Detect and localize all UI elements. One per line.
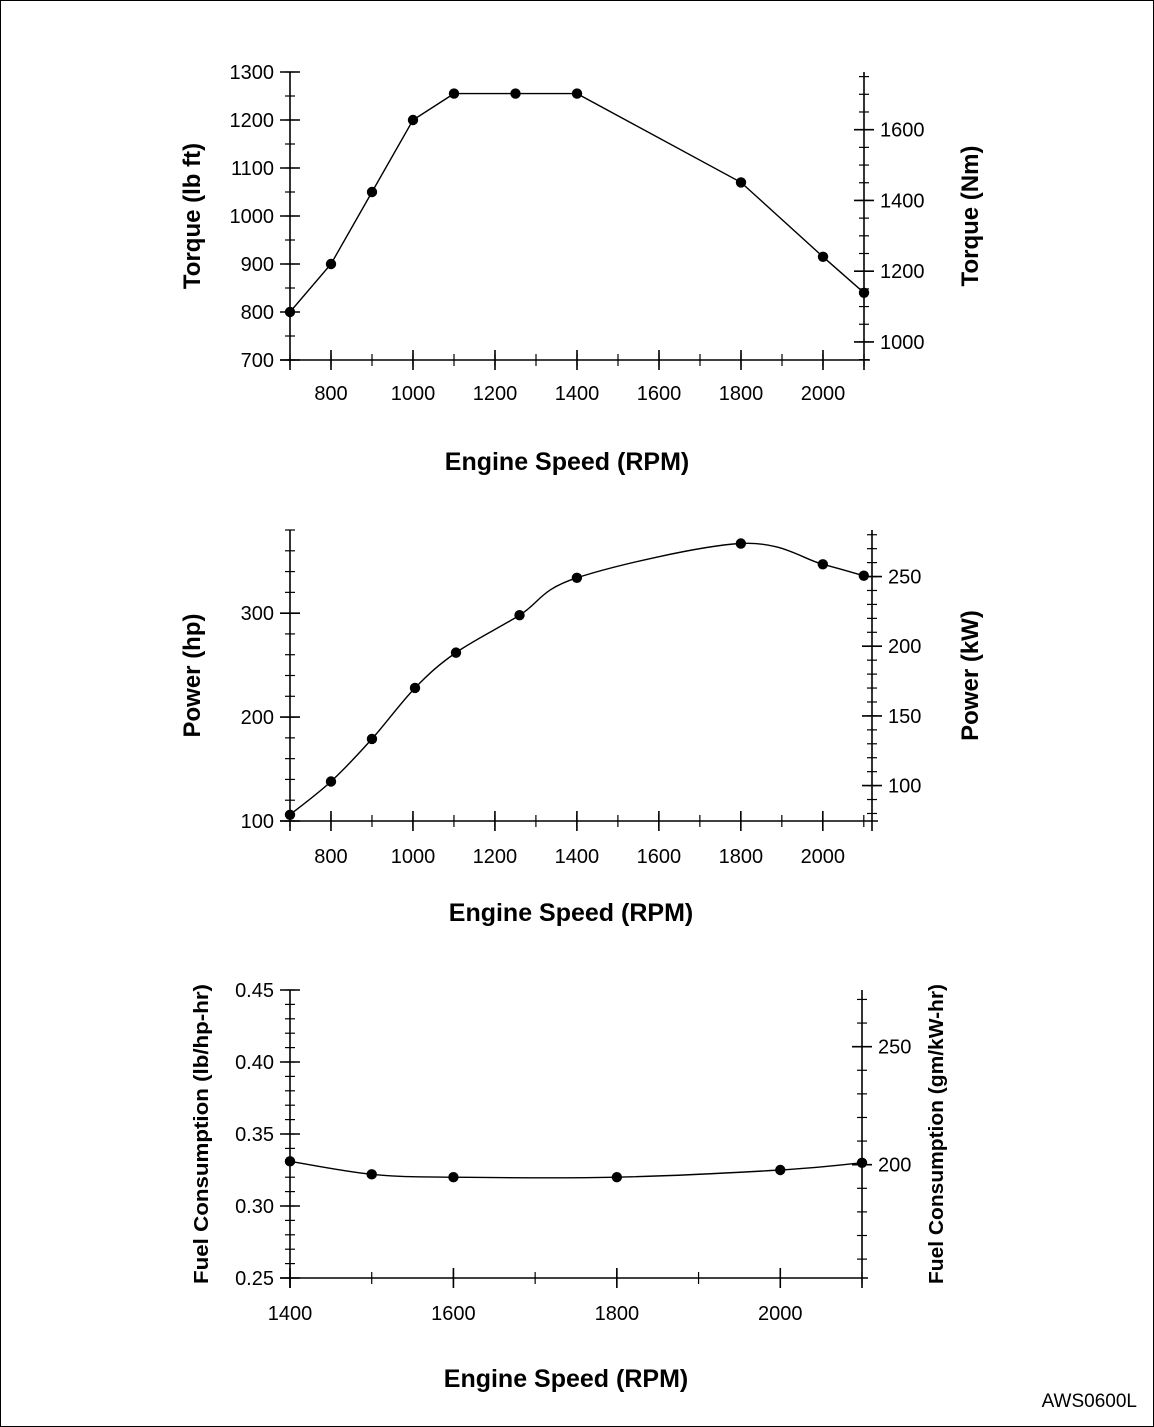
right-tick-label: 1200 xyxy=(880,261,925,283)
x-tick-label: 1000 xyxy=(391,846,436,868)
chart-2: 100 200 300 100 150 200 250 800 1000 1200 1400 1600… xyxy=(179,529,984,927)
data-point xyxy=(448,1172,459,1183)
x-tick-label: 1400 xyxy=(268,1303,313,1325)
data-point xyxy=(735,177,747,188)
data-point xyxy=(284,306,296,318)
x-axis-title: Engine Speed (RPM) xyxy=(444,1365,688,1393)
right-axis-title: Power (kW) xyxy=(957,610,984,741)
data-point xyxy=(284,809,296,820)
left-tick-label: 800 xyxy=(241,302,274,324)
left-tick-label: 200 xyxy=(241,707,274,729)
left-axis-title: Power (hp) xyxy=(179,614,206,738)
data-point xyxy=(571,88,583,99)
data-point xyxy=(366,733,378,745)
data-point xyxy=(450,647,462,658)
data-point xyxy=(366,1169,377,1180)
left-tick-label: 300 xyxy=(241,603,274,625)
x-axis-title: Engine Speed (RPM) xyxy=(449,899,693,927)
right-tick-label: 1400 xyxy=(880,190,925,212)
data-point xyxy=(858,570,870,581)
left-tick-label: 1200 xyxy=(230,110,275,132)
data-point xyxy=(510,88,521,99)
x-tick-label: 1600 xyxy=(431,1303,476,1325)
left-tick-label: 1000 xyxy=(230,206,275,228)
left-tick-label: 0.35 xyxy=(235,1124,274,1146)
right-tick-label: 100 xyxy=(888,776,921,798)
chart-1: 700 800 900 1000 1100 1200 1300 1000 1200 1400 160… xyxy=(179,62,984,476)
x-axis-title: Engine Speed (RPM) xyxy=(445,448,689,476)
x-tick-label: 800 xyxy=(314,846,347,868)
right-tick-label: 250 xyxy=(888,567,921,589)
data-point xyxy=(571,572,583,584)
right-axis-title: Fuel Consumption (gm/kW-hr) xyxy=(926,984,948,1284)
x-tick-label: 1000 xyxy=(391,383,436,405)
data-point xyxy=(407,114,419,126)
x-tick-label: 1200 xyxy=(473,383,518,405)
left-tick-label: 0.30 xyxy=(235,1196,274,1218)
right-tick-label: 1600 xyxy=(880,120,925,142)
right-axis-title: Torque (Nm) xyxy=(957,146,984,287)
left-tick-label: 1300 xyxy=(230,62,275,84)
left-tick-label: 0.40 xyxy=(235,1052,274,1074)
data-point xyxy=(735,538,747,549)
left-tick-label: 0.25 xyxy=(235,1268,274,1290)
x-tick-label: 1400 xyxy=(555,846,600,868)
left-tick-label: 900 xyxy=(241,254,274,276)
x-tick-label: 1800 xyxy=(719,846,764,868)
chart-3: 0.25 0.30 0.35 0.40 0.45 200 250 1400 1600 1800 20… xyxy=(191,980,948,1393)
right-tick-label: 250 xyxy=(878,1037,911,1059)
x-tick-label: 1600 xyxy=(637,846,682,868)
left-axis-title: Torque (lb ft) xyxy=(179,143,206,289)
data-point xyxy=(325,776,337,787)
data-point xyxy=(817,559,829,570)
data-point xyxy=(366,186,378,198)
right-tick-label: 200 xyxy=(878,1155,911,1177)
left-axis-title: Fuel Consumption (lb/hp-hr) xyxy=(191,984,213,1284)
data-point xyxy=(775,1164,786,1176)
data-point xyxy=(409,682,421,694)
right-tick-label: 1000 xyxy=(880,332,925,354)
left-tick-label: 700 xyxy=(241,350,274,372)
x-tick-label: 1400 xyxy=(555,383,600,405)
data-point xyxy=(817,251,829,262)
data-point xyxy=(858,287,870,298)
x-tick-label: 1200 xyxy=(473,846,518,868)
x-tick-label: 2000 xyxy=(801,846,846,868)
data-point xyxy=(325,258,337,270)
x-tick-label: 1800 xyxy=(595,1303,640,1325)
x-tick-label: 1800 xyxy=(719,383,764,405)
left-tick-label: 0.45 xyxy=(235,980,274,1002)
left-tick-label: 1100 xyxy=(231,158,274,180)
series-line xyxy=(289,542,864,816)
data-point xyxy=(856,1157,868,1169)
x-tick-label: 2000 xyxy=(758,1303,803,1325)
data-point xyxy=(514,610,525,621)
right-tick-label: 150 xyxy=(888,706,921,728)
right-tick-label: 200 xyxy=(888,636,921,658)
left-tick-label: 100 xyxy=(241,811,274,833)
data-point xyxy=(611,1172,623,1183)
figure-code: AWS0600L xyxy=(1041,1391,1137,1412)
x-tick-label: 800 xyxy=(314,383,347,405)
series-line xyxy=(289,92,865,313)
data-point xyxy=(284,1156,296,1167)
x-tick-label: 1600 xyxy=(637,383,682,405)
x-tick-label: 2000 xyxy=(801,383,846,405)
data-point xyxy=(448,88,460,99)
